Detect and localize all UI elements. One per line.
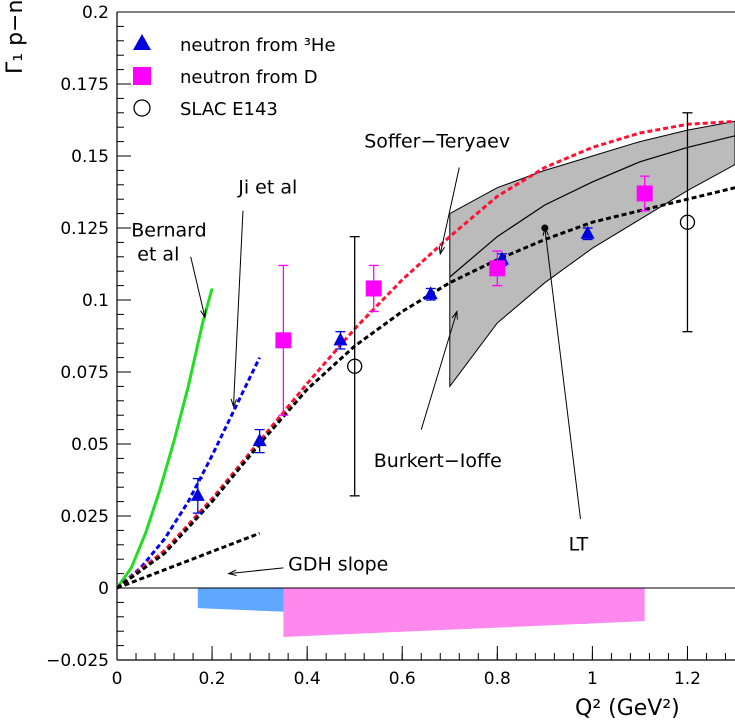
annotation-ji-et-al: Ji et al (237, 176, 297, 198)
annotation-arrow-head (451, 310, 458, 320)
systematic-band-2 (283, 588, 645, 637)
x-tick-label: 1 (587, 669, 598, 689)
x-tick-label: 1.2 (674, 669, 701, 689)
x-tick-label: 0.8 (484, 669, 511, 689)
legend-triangle-icon (133, 34, 151, 50)
x-tick-label: 0.6 (389, 669, 416, 689)
slac-e143-point (679, 214, 696, 230)
legend-label: neutron from D (180, 67, 318, 88)
annotation-arrow-line (420, 311, 458, 430)
lt-uncertainty-band (449, 120, 735, 388)
curve-soffer-teryaev (116, 119, 735, 590)
y-tick-label: 0.075 (60, 363, 109, 383)
annotation-arrow-line (190, 256, 206, 318)
y-tick-label: 0.1 (82, 291, 109, 311)
he3-neutron-point (423, 286, 438, 300)
annotation-arrow-line (439, 167, 460, 255)
y-tick-label: 0.125 (60, 219, 109, 239)
systematic-error-bands (197, 588, 645, 637)
y-axis-title: Γ₁ p−n (3, 0, 28, 74)
he3-neutron-point (190, 487, 205, 501)
curve-bernard-et-al (115, 288, 214, 589)
data-points (190, 185, 696, 501)
x-tick-label: 0.2 (199, 669, 226, 689)
he3-neutron-point (580, 225, 595, 239)
y-tick-label: −0.025 (46, 651, 109, 671)
curve-burkert-ioffe (116, 186, 735, 590)
y-tick-label: 0.025 (60, 507, 109, 527)
legend-label: neutron from ³He (180, 35, 336, 56)
plot-axes: −0.02500.0250.050.0750.10.1250.150.1750.… (46, 3, 735, 689)
he3-neutron-point (333, 332, 348, 346)
x-axis-title: Q² (GeV²) (575, 696, 680, 721)
lt-band-area (449, 120, 735, 388)
curve-ji-et-al (116, 356, 261, 590)
deuteron-neutron-point (275, 332, 292, 349)
annotation-gdh-slope: GDH slope (288, 554, 388, 576)
x-tick-label: 0.4 (294, 669, 321, 689)
annotation-arrow-line (228, 567, 284, 575)
annotation-bernard-line2: et al (137, 244, 179, 266)
x-tick-label: 0 (112, 669, 123, 689)
legend-label: SLAC E143 (180, 99, 278, 120)
y-tick-label: 0.15 (71, 147, 109, 167)
annotation-arrow-head (542, 226, 549, 236)
annotation-bernard: Bernard (131, 220, 206, 242)
annotation-arrow-line (232, 210, 244, 407)
annotation-arrow-head (200, 309, 207, 319)
y-tick-label: 0.2 (82, 3, 109, 23)
deuteron-neutron-point (489, 260, 506, 277)
annotation-burkert-ioffe: Burkert−Ioffe (374, 450, 502, 472)
y-tick-label: 0 (98, 579, 109, 599)
annotation-arrow-head (227, 569, 237, 577)
legend-square-icon (133, 67, 151, 85)
annotation-soffer-teryaev: Soffer−Teryaev (364, 130, 510, 152)
annotation-arrow-line (544, 227, 581, 519)
curve-gdh-slope (116, 531, 261, 590)
annotation-arrow-head (438, 245, 445, 256)
legend: neutron from ³He neutron from D SLAC E143 (133, 34, 336, 120)
y-tick-label: 0.175 (60, 75, 109, 95)
deuteron-neutron-point (636, 185, 653, 202)
annotation-arrow-head (230, 398, 238, 409)
y-tick-label: 0.05 (71, 435, 109, 455)
deuteron-neutron-point (365, 280, 382, 297)
legend-circle-icon (133, 99, 151, 117)
he3-neutron-point (252, 433, 267, 447)
slac-e143-point (347, 358, 363, 374)
annotation-lt: LT (569, 534, 589, 556)
